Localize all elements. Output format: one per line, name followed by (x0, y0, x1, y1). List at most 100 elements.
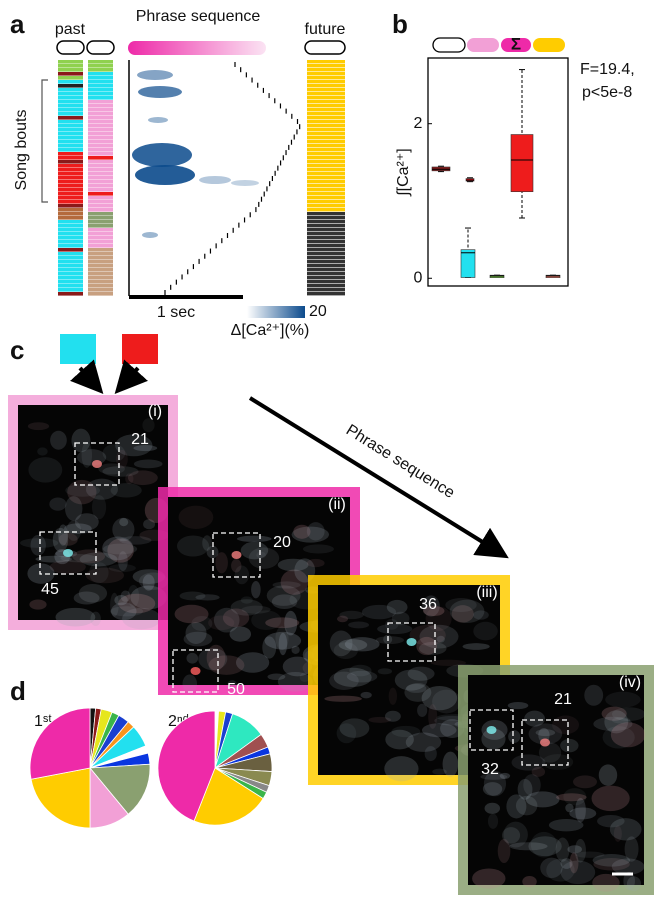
raster-cell (307, 240, 345, 244)
raster-cell (88, 208, 113, 212)
tissue (74, 591, 100, 604)
raster-cell (307, 216, 345, 220)
raster-cell (307, 239, 345, 240)
pill (533, 38, 565, 52)
raster-cell (307, 291, 345, 292)
activity (142, 232, 158, 238)
stat: p<5e-8 (582, 84, 632, 101)
tissue (241, 606, 270, 614)
tissue (425, 746, 437, 761)
raster-cell (58, 236, 83, 240)
raster-cell (88, 260, 113, 264)
tissue (37, 447, 48, 455)
tissue (272, 594, 297, 609)
roi-label: 50 (227, 681, 245, 698)
raster-cell (307, 168, 345, 172)
raster-cell (88, 248, 113, 252)
raster-cell (307, 155, 345, 156)
tissue (334, 668, 372, 687)
raster-cell (307, 67, 345, 68)
raster-cell (58, 244, 83, 248)
raster-cell (88, 236, 113, 240)
raster-cell (58, 148, 83, 152)
raster-cell (307, 191, 345, 192)
raster-cell (307, 236, 345, 240)
swatch (122, 334, 158, 364)
raster-cell (307, 280, 345, 284)
tissue (20, 538, 58, 548)
tissue (593, 854, 631, 867)
raster-cell (307, 195, 345, 196)
tissue (445, 598, 476, 612)
roi-cell (63, 549, 73, 557)
tissue (215, 552, 228, 573)
raster-cell (88, 132, 113, 136)
raster-cell (88, 276, 113, 280)
raster-cell (88, 264, 113, 268)
raster-cell (307, 164, 345, 168)
raster-cell (88, 64, 113, 68)
raster-cell (88, 220, 113, 224)
raster-cell (307, 68, 345, 72)
raster-cell (58, 100, 83, 104)
raster-cell (307, 124, 345, 128)
raster-cell (307, 91, 345, 92)
tissue (592, 874, 619, 892)
raster-cell (307, 247, 345, 248)
tissue (392, 726, 421, 737)
raster-cell (307, 83, 345, 84)
raster-cell (88, 88, 113, 92)
raster-cell (58, 176, 83, 180)
raster-cell (307, 287, 345, 288)
tissue (377, 624, 412, 634)
raster-cell (307, 235, 345, 236)
tissue (275, 626, 288, 650)
raster-cell (88, 176, 113, 180)
raster-cell (307, 259, 345, 260)
raster-cell (88, 120, 113, 124)
roi-label: 20 (273, 534, 291, 551)
raster-cell (307, 152, 345, 156)
raster-cell (88, 216, 113, 220)
raster-cell (307, 264, 345, 268)
raster-cell (88, 84, 113, 88)
tile-numeral: (iii) (476, 584, 497, 601)
raster-cell (58, 284, 83, 288)
tissue (262, 636, 276, 658)
raster-cell (307, 275, 345, 276)
roi-cell (487, 726, 497, 734)
raster-cell (307, 71, 345, 72)
tissue (182, 674, 197, 693)
tissue (384, 756, 418, 781)
raster-cell (58, 72, 83, 76)
roi-cell (232, 551, 242, 559)
raster-cell (307, 176, 345, 180)
raster-cell (88, 280, 113, 284)
tissue (134, 460, 163, 469)
raster-cell (58, 232, 83, 236)
raster-cell (58, 136, 83, 140)
tissue (389, 688, 397, 705)
roi-cell (540, 739, 550, 747)
pill (305, 41, 345, 54)
raster-cell (88, 284, 113, 288)
tissue (237, 536, 272, 542)
raster-cell (58, 164, 83, 168)
raster-cell (88, 204, 113, 208)
activity (138, 86, 182, 98)
raster-cell (58, 288, 83, 292)
raster-cell (307, 243, 345, 244)
raster-cell (307, 231, 345, 232)
raster-cell (307, 63, 345, 64)
raster-cell (58, 172, 83, 176)
tissue (55, 608, 95, 627)
tissue (509, 842, 547, 850)
tissue (89, 562, 109, 583)
tissue (488, 814, 498, 829)
arrow (120, 368, 138, 388)
raster-cell (58, 132, 83, 136)
tissue (361, 692, 372, 698)
roi-label: 45 (41, 581, 59, 598)
raster-cell (58, 196, 83, 200)
raster-cell (88, 172, 113, 176)
